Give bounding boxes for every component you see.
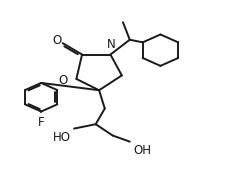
Text: F: F: [38, 116, 44, 129]
Text: HO: HO: [52, 131, 70, 144]
Text: O: O: [58, 74, 67, 87]
Text: N: N: [106, 38, 115, 51]
Text: O: O: [52, 34, 61, 47]
Text: OH: OH: [133, 144, 150, 157]
